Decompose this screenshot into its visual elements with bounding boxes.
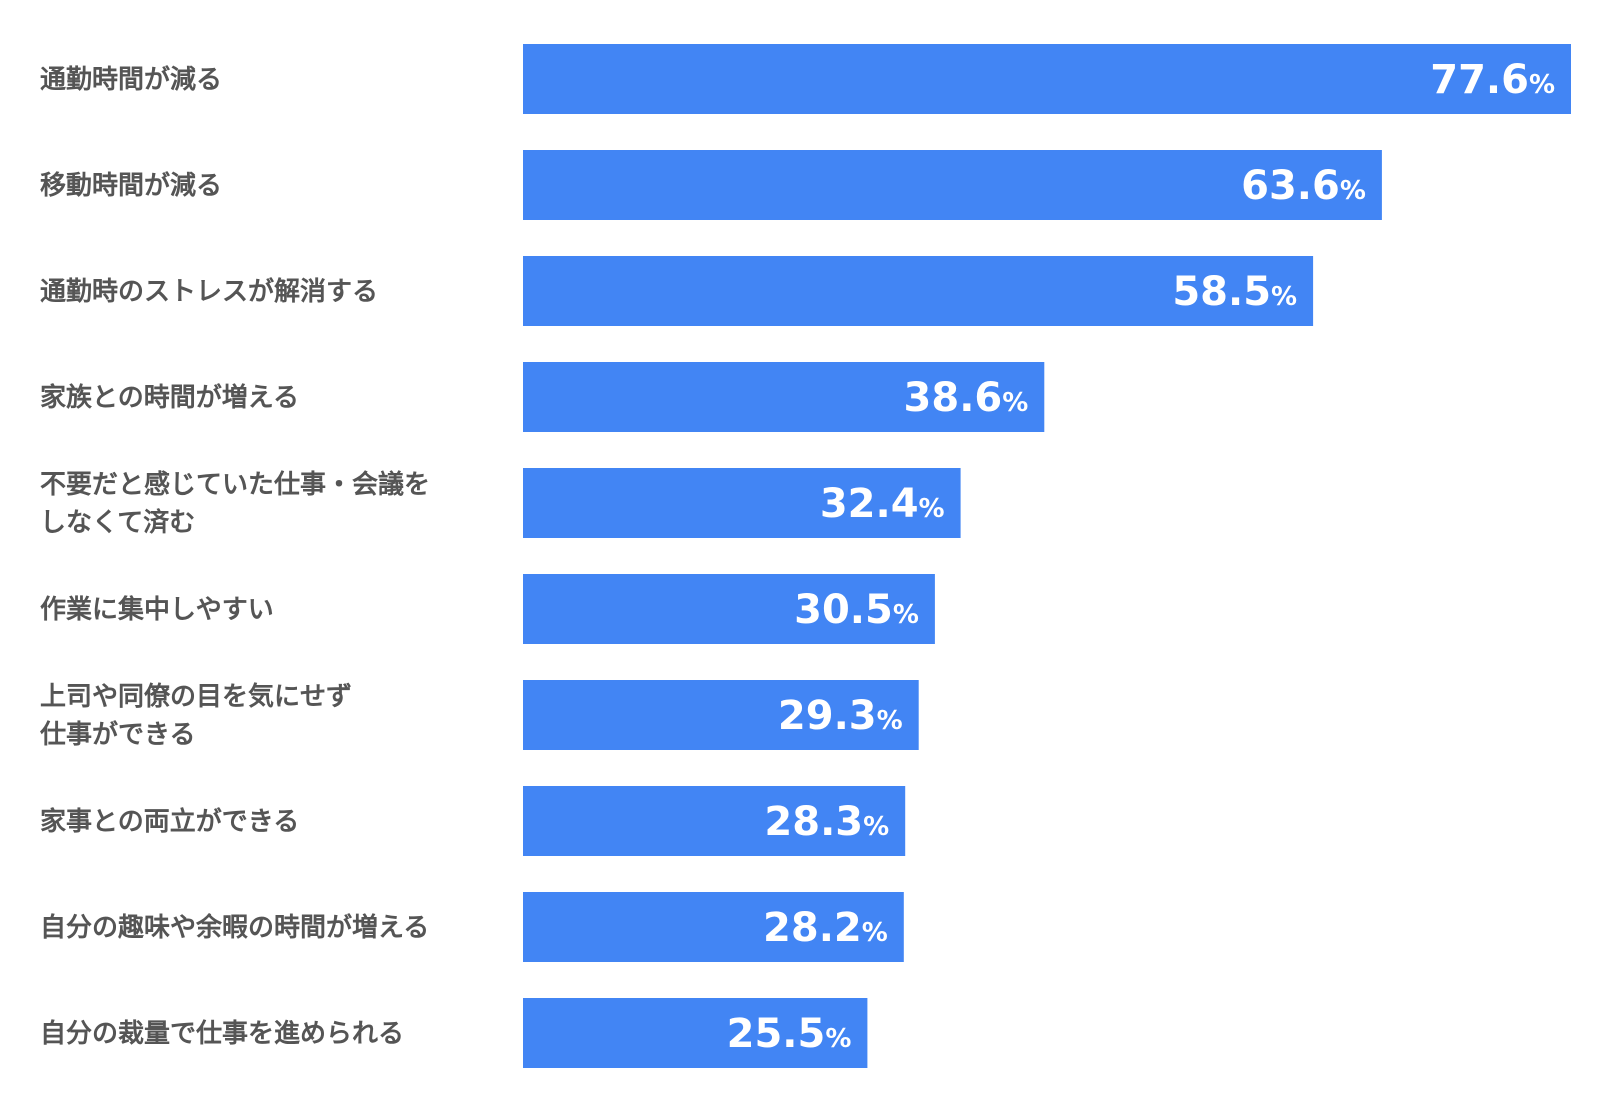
value-number: 32.4 <box>820 481 919 527</box>
value-unit: % <box>863 812 889 842</box>
category-labels: 通勤時間が減る移動時間が減る通勤時のストレスが解消する家族との時間が増える不要だ… <box>39 64 430 1049</box>
category-label-line: 作業に集中しやすい <box>40 594 274 625</box>
category-label-line: 通勤時のストレスが解消する <box>40 276 378 307</box>
bar-5 <box>523 468 961 538</box>
category-label-line: 通勤時間が減る <box>40 64 222 95</box>
category-label-6: 作業に集中しやすい <box>40 594 274 625</box>
category-label-10: 自分の裁量で仕事を進められる <box>40 1018 404 1049</box>
category-label-3: 通勤時のストレスが解消する <box>40 276 378 307</box>
value-number: 29.3 <box>778 693 877 739</box>
value-unit: % <box>877 706 903 736</box>
bar-4 <box>523 362 1045 432</box>
value-unit: % <box>1002 388 1028 418</box>
value-unit: % <box>862 918 888 948</box>
value-label-2: 63.6% <box>1241 163 1366 209</box>
value-unit: % <box>919 494 945 524</box>
value-number: 28.3 <box>764 799 863 845</box>
category-label-line: しなくて済む <box>40 507 195 538</box>
category-label-line: 移動時間が減る <box>40 170 222 201</box>
category-label-line: 上司や同僚の目を気にせず <box>40 681 352 712</box>
bar-10 <box>523 998 868 1068</box>
bar-3 <box>523 256 1314 326</box>
category-label-8: 家事との両立ができる <box>40 806 299 837</box>
category-label-line: 家事との両立ができる <box>40 806 299 837</box>
category-label-5: 不要だと感じていた仕事・会議をしなくて済む <box>40 469 430 538</box>
category-label-line: 不要だと感じていた仕事・会議を <box>40 469 430 500</box>
value-label-3: 58.5% <box>1172 269 1297 315</box>
value-label-10: 25.5% <box>727 1011 852 1057</box>
value-label-4: 38.6% <box>904 375 1029 421</box>
value-unit: % <box>893 600 919 630</box>
category-label-line: 仕事ができる <box>39 719 195 750</box>
bar-2 <box>523 150 1382 220</box>
value-number: 28.2 <box>763 905 862 951</box>
value-unit: % <box>1340 176 1366 206</box>
value-labels: 77.6%63.6%58.5%38.6%32.4%30.5%29.3%28.3%… <box>727 57 1555 1057</box>
category-label-line: 自分の趣味や余暇の時間が増える <box>40 912 429 943</box>
value-number: 77.6 <box>1430 57 1529 103</box>
category-label-4: 家族との時間が増える <box>40 382 299 413</box>
value-unit: % <box>1271 282 1297 312</box>
value-number: 30.5 <box>794 587 893 633</box>
value-number: 25.5 <box>727 1011 826 1057</box>
value-number: 58.5 <box>1172 269 1271 315</box>
bar-1 <box>523 44 1571 114</box>
value-label-6: 30.5% <box>794 587 919 633</box>
value-unit: % <box>825 1024 851 1054</box>
value-label-1: 77.6% <box>1430 57 1555 103</box>
category-label-2: 移動時間が減る <box>40 170 222 201</box>
bar-8 <box>523 786 906 856</box>
bar-6 <box>523 574 935 644</box>
value-label-8: 28.3% <box>764 799 889 845</box>
category-label-line: 家族との時間が増える <box>40 382 299 413</box>
category-label-7: 上司や同僚の目を気にせず仕事ができる <box>39 681 352 750</box>
value-label-7: 29.3% <box>778 693 903 739</box>
value-number: 38.6 <box>904 375 1003 421</box>
category-label-1: 通勤時間が減る <box>40 64 222 95</box>
value-label-9: 28.2% <box>763 905 888 951</box>
value-number: 63.6 <box>1241 163 1340 209</box>
bars <box>523 44 1571 1068</box>
value-label-5: 32.4% <box>820 481 945 527</box>
bar-7 <box>523 680 919 750</box>
category-label-line: 自分の裁量で仕事を進められる <box>40 1018 404 1049</box>
category-label-9: 自分の趣味や余暇の時間が増える <box>40 912 429 943</box>
value-unit: % <box>1529 70 1555 100</box>
bar-9 <box>523 892 904 962</box>
